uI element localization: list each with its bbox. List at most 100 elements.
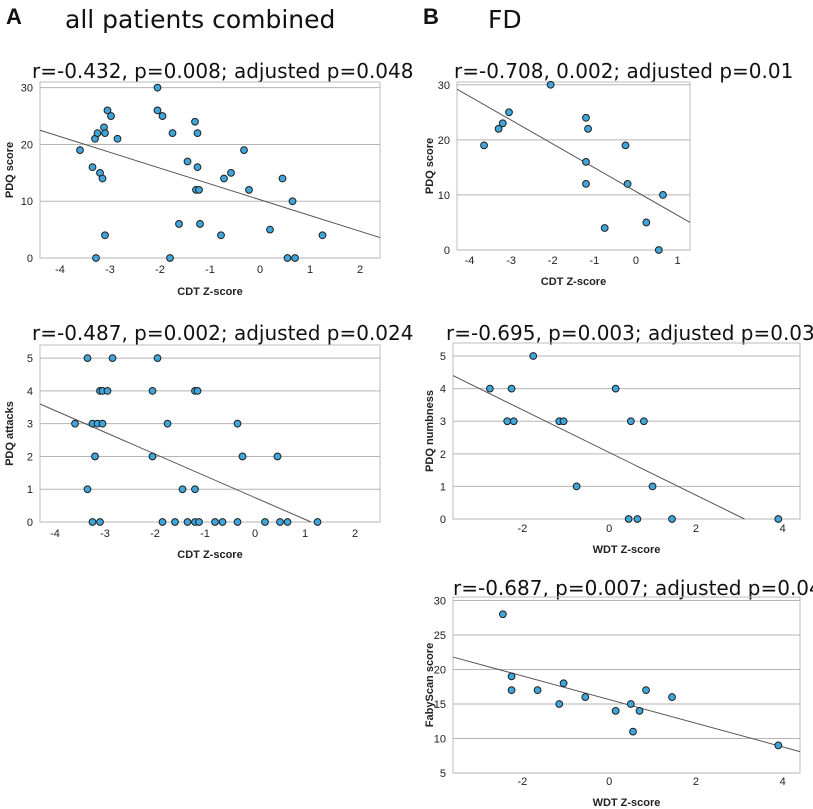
data-point — [93, 129, 102, 137]
data-point — [626, 700, 635, 708]
x-tick-label: -4 — [55, 264, 65, 276]
data-point — [196, 220, 204, 228]
data-point — [178, 485, 187, 494]
y-axis-title: PDQ numbness — [424, 390, 436, 472]
data-point — [193, 129, 202, 137]
plot-frame — [452, 596, 801, 774]
data-point — [635, 706, 644, 715]
data-point — [507, 672, 516, 681]
data-point — [233, 518, 242, 526]
data-point — [559, 417, 568, 426]
data-point — [278, 174, 287, 183]
data-point — [71, 419, 79, 428]
x-tick-label: -1 — [205, 264, 215, 276]
data-point — [108, 354, 117, 363]
data-point — [83, 485, 92, 494]
y-tick-label: 5 — [440, 351, 446, 363]
data-point — [193, 163, 202, 172]
chart-cdt-pdq-score-all: r=-0.432, p=0.008; adjusted p=0.04801020… — [4, 59, 413, 298]
data-point — [288, 197, 297, 206]
data-point — [217, 231, 225, 240]
data-point — [642, 686, 650, 695]
data-point — [240, 146, 248, 155]
fit-line — [39, 129, 381, 239]
data-point — [103, 386, 112, 395]
data-point — [261, 518, 269, 526]
data-point — [266, 225, 274, 234]
x-tick-label: -3 — [100, 528, 110, 540]
data-point — [659, 191, 667, 199]
x-tick-label: -4 — [465, 255, 475, 267]
data-point — [313, 518, 322, 526]
x-tick-label: 2 — [693, 776, 699, 788]
data-point — [88, 518, 97, 526]
data-point — [211, 518, 219, 526]
data-point — [611, 384, 620, 393]
x-tick-label: 4 — [780, 523, 786, 535]
data-point — [245, 185, 253, 194]
data-point — [101, 129, 109, 137]
data-point — [668, 693, 676, 701]
y-tick-label: 2 — [27, 451, 33, 463]
x-tick-label: 0 — [633, 255, 639, 267]
y-tick-label: 0 — [444, 245, 450, 257]
data-point — [582, 157, 590, 166]
fit-line — [456, 88, 691, 223]
y-tick-label: 4 — [440, 384, 446, 396]
data-point — [626, 417, 635, 426]
data-point — [238, 452, 247, 461]
data-point — [195, 518, 203, 526]
x-tick-label: 0 — [606, 523, 612, 535]
data-point — [191, 117, 199, 126]
data-point — [163, 419, 172, 428]
data-point — [291, 254, 299, 262]
plot-frame — [452, 342, 801, 520]
data-point — [509, 417, 518, 426]
data-point — [639, 417, 648, 426]
x-tick-label: -2 — [155, 264, 165, 276]
data-point — [233, 419, 242, 428]
data-point — [533, 686, 542, 695]
data-point — [503, 417, 512, 426]
data-point — [273, 452, 282, 461]
data-point — [113, 134, 122, 143]
x-tick-label: 1 — [674, 255, 680, 267]
chart-stat-title: r=-0.487, p=0.002; adjusted p=0.024 — [32, 321, 413, 345]
y-tick-label: 0 — [27, 253, 33, 265]
data-point — [98, 174, 107, 183]
data-point — [166, 254, 174, 262]
x-axis-title: CDT Z-score — [177, 549, 242, 561]
data-point — [498, 119, 507, 128]
data-point — [507, 686, 516, 695]
chart-wdt-pdq-numbness-fd: r=-0.695, p=0.003; adjusted p=0.036 0 1 2 3 4… — [424, 321, 813, 556]
x-axis-title: WDT Z-score — [593, 544, 661, 556]
data-point — [480, 141, 488, 150]
x-tick-label: -2 — [518, 523, 528, 535]
data-point — [668, 515, 676, 523]
y-tick-label: 0 — [27, 517, 33, 529]
plot-frame — [39, 344, 381, 523]
data-point — [318, 231, 327, 240]
chart-stat-title: r=-0.432, p=0.008; adjusted p=0.048 — [32, 59, 413, 83]
y-axis-title: PDQ score — [424, 138, 436, 194]
x-axis-title: CDT Z-score — [541, 276, 606, 288]
data-point — [175, 220, 183, 228]
data-point — [283, 254, 292, 262]
data-point — [98, 419, 107, 428]
y-tick-label: 5 — [440, 768, 446, 780]
data-point — [168, 129, 177, 137]
data-point — [582, 113, 590, 122]
y-tick-label: 5 — [27, 353, 33, 365]
panel-a-letter: A — [6, 4, 22, 29]
data-point — [624, 515, 633, 523]
data-point — [629, 727, 637, 736]
chart-stat-title: r=-0.695, p=0.003; adjusted p=0.036 — [446, 321, 813, 345]
y-axis-title: PDQ attacks — [4, 401, 16, 466]
y-tick-label: 4 — [27, 386, 33, 398]
panel-b-title: FD — [488, 5, 522, 34]
data-point — [183, 157, 192, 166]
data-point — [101, 231, 109, 240]
chart-stat-title: r=-0.687, p=0.007; adjusted p=0.042 — [453, 576, 813, 600]
y-tick-label: 10 — [438, 190, 450, 202]
data-point — [581, 693, 590, 701]
